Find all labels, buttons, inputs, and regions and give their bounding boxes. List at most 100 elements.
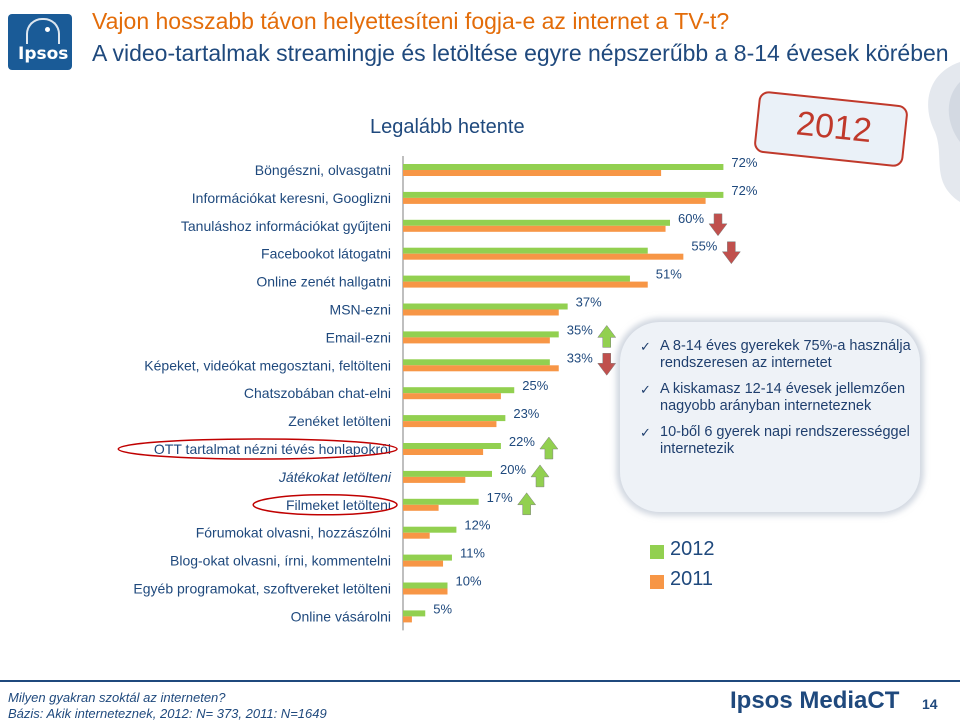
logo-text: Ipsos: [18, 44, 69, 64]
bar-2011: [403, 309, 559, 316]
category-label: Online vásárolni: [291, 608, 391, 624]
value-label: 55%: [691, 239, 717, 254]
category-label: Blog-okat olvasni, írni, kommentelni: [170, 553, 391, 569]
bar-2012: [403, 275, 630, 282]
chart-title: Legalább hetente: [370, 116, 525, 138]
value-label: 10%: [456, 574, 482, 589]
value-label: 12%: [464, 518, 490, 533]
category-label: Információkat keresni, Googlizni: [192, 190, 391, 206]
logo-dot-icon: [45, 27, 50, 32]
page-number: 14: [922, 696, 938, 712]
arrow-up-icon: [530, 464, 550, 488]
bar-2012: [403, 219, 670, 226]
check-icon: ✓: [640, 425, 651, 440]
arrow-down-icon: [721, 241, 741, 265]
bar-2012: [403, 331, 559, 338]
note-text: 10-ből 6 gyerek napi rendszerességgel in…: [660, 424, 910, 457]
value-label: 23%: [513, 406, 539, 421]
value-label: 60%: [678, 211, 704, 226]
bar-2011: [403, 170, 662, 176]
arrow-up-icon: [539, 436, 559, 460]
value-label: 37%: [576, 295, 602, 310]
category-label: Egyéb programokat, szoftvereket letölten…: [133, 581, 391, 597]
year-badge-text: 2012: [794, 104, 874, 151]
bar-2011: [403, 560, 444, 567]
category-label: MSN-ezni: [330, 302, 391, 318]
value-label: 51%: [656, 267, 682, 282]
note-item: ✓ A 8-14 éves gyerekek 75%-a használja re…: [640, 338, 920, 372]
check-icon: ✓: [640, 339, 651, 354]
bar-2012: [403, 498, 479, 505]
note-text: A kiskamasz 12-14 évesek jellemzően nagy…: [660, 381, 906, 414]
bar-chart: Böngészni, olvasgatni 72% Információkat ke…: [117, 155, 758, 631]
bar-2011: [403, 225, 666, 232]
highlight-ellipse: [117, 438, 398, 460]
value-label: 11%: [460, 546, 485, 561]
bar-2012: [403, 526, 457, 533]
category-label: OTT tartalmat nézni tévés honlapokról: [154, 441, 391, 457]
value-label: 17%: [487, 490, 513, 505]
value-label: 35%: [567, 322, 593, 337]
category-label: Online zenét hallgatni: [256, 274, 391, 290]
bar-2011: [403, 281, 648, 288]
bar-2012: [403, 415, 506, 422]
category-label: Facebookot látogatni: [261, 246, 391, 262]
note-item: ✓ A kiskamasz 12-14 évesek jellemzően nag…: [640, 381, 920, 415]
bar-2011: [403, 449, 484, 455]
category-label: Böngészni, olvasgatni: [255, 162, 391, 178]
bar-2012: [403, 470, 492, 477]
category-label: Fórumokat olvasni, hozzászólni: [196, 525, 391, 541]
arrow-down-icon: [708, 213, 728, 237]
value-label: 72%: [731, 183, 757, 198]
category-label: Játékokat letölteni: [278, 469, 392, 485]
category-label: Képeket, videókat megosztani, feltölteni: [144, 357, 391, 373]
corner-decoration: [928, 62, 960, 202]
value-label: 72%: [731, 155, 757, 170]
footer: Milyen gyakran szoktál az interneten? Bá…: [0, 680, 960, 722]
bar-2011: [403, 476, 466, 483]
bar-2012: [403, 610, 426, 617]
category-label: Zenéket letölteni: [288, 413, 391, 429]
arrow-up-icon: [597, 324, 617, 348]
bar-2011: [403, 504, 439, 511]
footer-question: Milyen gyakran szoktál az interneten?: [8, 690, 226, 705]
bar-2012: [403, 247, 648, 254]
bar-2012: [403, 387, 515, 394]
value-label: 5%: [433, 601, 452, 616]
value-label: 33%: [567, 350, 593, 365]
value-label: 22%: [509, 434, 535, 449]
logo-arc-icon: [26, 18, 60, 44]
category-label: Filmeket letölteni: [286, 497, 391, 513]
category-label: Tanuláshoz információkat gyűjteni: [181, 218, 391, 234]
check-icon: ✓: [640, 382, 651, 397]
footer-brand: Ipsos MediaCT: [730, 687, 900, 714]
page-subtitle: A video-tartalmak streamingje és letölté…: [92, 40, 949, 66]
bar-2011: [403, 421, 497, 428]
bar-2011: [403, 393, 501, 400]
note-item: ✓ 10-ből 6 gyerek napi rendszerességgel i…: [640, 424, 920, 458]
bar-2011: [403, 197, 706, 204]
value-label: 20%: [500, 462, 526, 477]
notes-callout: ✓ A 8-14 éves gyerekek 75%-a használja re…: [620, 322, 920, 512]
bar-2011: [403, 616, 412, 623]
bar-2012: [403, 191, 724, 198]
bar-2011: [403, 253, 684, 260]
bar-2012: [403, 582, 448, 589]
arrow-up-icon: [517, 492, 537, 516]
legend-label-2011: 2011: [670, 568, 714, 590]
bar-2012: [403, 443, 501, 449]
legend-swatch-2011: [650, 575, 664, 589]
page-title: Vajon hosszabb távon helyettesíteni fogj…: [92, 8, 730, 34]
bar-2011: [403, 337, 550, 344]
ipsos-logo: Ipsos: [8, 14, 72, 70]
value-label: 25%: [522, 378, 548, 393]
legend-label-2012: 2012: [670, 538, 715, 560]
bar-2012: [403, 303, 568, 310]
bar-2011: [403, 588, 448, 595]
note-text: A 8-14 éves gyerekek 75%-a használja ren…: [660, 338, 911, 371]
arrow-down-icon: [597, 353, 617, 376]
highlight-ellipse: [252, 494, 398, 516]
bar-2012: [403, 359, 550, 366]
category-label: Email-ezni: [326, 329, 391, 345]
legend-swatch-2012: [650, 545, 664, 559]
